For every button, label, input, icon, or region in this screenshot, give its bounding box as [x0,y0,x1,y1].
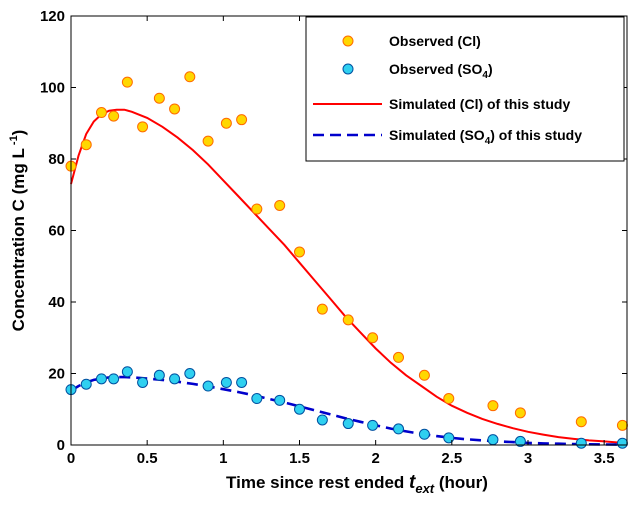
data-point [487,434,499,446]
y-tick-label: 120 [40,8,65,25]
data-point [575,416,587,428]
legend: Observed (Cl) Observed (SO4) Simulated (Cl… [305,16,625,162]
data-point [443,393,455,405]
data-point [443,432,455,444]
data-point [342,314,354,326]
data-point [274,199,286,211]
labels-layer: Time since rest ended text (hour) Concent… [8,130,488,496]
data-point [367,419,379,431]
series-2 [70,108,623,444]
data-point [316,414,328,426]
x-tick-label: 2 [371,450,379,467]
data-point [236,114,248,126]
x-tick-label: 2.5 [441,450,462,467]
series-points-1 [65,366,628,449]
y-tick-label: 0 [57,437,65,454]
data-point [616,437,628,449]
data-point [202,380,214,392]
y-axis-label: Concentration C (mg L -1) [8,130,28,332]
y-tick-label: 40 [48,294,65,311]
x-tick-label: 3.5 [594,450,615,467]
data-point [251,393,263,405]
y-tick-label: 20 [48,366,65,383]
x-tick-label: 3 [524,450,532,467]
data-point [137,121,149,133]
data-point [236,376,248,388]
data-point [184,368,196,379]
data-point [293,246,305,258]
data-point [95,107,107,119]
data-point [80,378,92,390]
legend-marker [342,63,354,75]
x-tick-label: 1 [219,450,227,467]
data-point [514,435,526,447]
data-point [393,423,405,435]
legend-label: Observed (Cl) [389,33,481,49]
x-tick-label: 1.5 [289,450,310,467]
data-point [121,366,133,378]
data-point [393,351,405,363]
data-point [418,369,430,381]
legend-item: Observed (Cl) [342,33,481,49]
series-points-0 [65,71,628,431]
data-point [184,71,196,83]
data-point [220,376,232,388]
data-point [121,76,133,88]
data-point [220,117,232,129]
data-point [575,437,587,449]
data-point [251,203,263,215]
data-point [169,103,181,115]
series-line [70,375,623,446]
data-point [153,92,165,104]
y-tick-label: 60 [48,223,65,240]
data-point [274,394,286,406]
x-tick-label: 0.5 [137,450,158,467]
data-point [418,428,430,440]
legend-label: Observed (SO4) [389,61,493,81]
legend-label: Simulated (Cl) of this study [389,96,570,112]
y-tick-label: 80 [48,151,65,168]
legend-item: Observed (SO4) [342,61,493,81]
data-point [367,332,379,344]
legend-marker [342,35,354,47]
data-point [108,110,120,122]
data-point [616,419,628,431]
data-point [137,376,149,388]
data-point [169,373,181,385]
legend-label: Simulated (SO4) of this study [389,127,582,147]
data-point [80,139,92,151]
data-point [95,373,107,385]
legend-item: Simulated (SO4) of this study [313,127,582,147]
x-axis-label: Time since rest ended text (hour) [226,472,488,496]
data-point [108,373,120,385]
data-point [514,407,526,419]
data-point [487,400,499,412]
x-tick-label: 0 [67,450,75,467]
series-line [70,108,623,444]
series-layer [65,71,628,449]
data-point [202,135,214,147]
legend-box [305,16,625,162]
data-point [153,369,165,381]
y-tick-label: 100 [40,80,65,97]
data-point [316,303,328,315]
data-point [293,403,305,415]
series-3 [70,375,623,446]
data-point [342,418,354,430]
legend-item: Simulated (Cl) of this study [313,96,570,112]
